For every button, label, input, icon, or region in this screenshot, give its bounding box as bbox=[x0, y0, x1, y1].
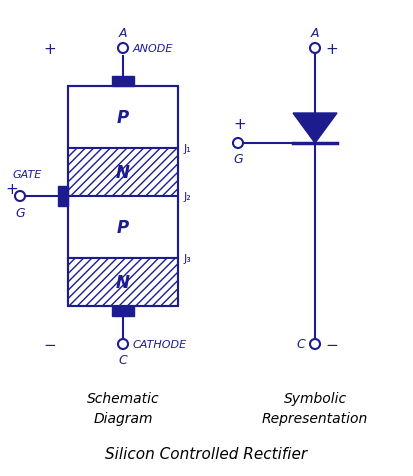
Text: Schematic
Diagram: Schematic Diagram bbox=[87, 391, 159, 426]
Bar bbox=[68, 197, 178, 258]
Text: +: + bbox=[325, 41, 338, 56]
Text: +: + bbox=[6, 181, 18, 196]
Text: CATHODE: CATHODE bbox=[133, 339, 187, 349]
Text: A: A bbox=[311, 27, 319, 40]
Text: C: C bbox=[296, 338, 305, 351]
Text: Silicon Controlled Rectifier: Silicon Controlled Rectifier bbox=[105, 446, 307, 462]
Bar bbox=[112, 307, 134, 317]
Bar bbox=[68, 258, 178, 307]
Text: N: N bbox=[116, 273, 130, 291]
Bar bbox=[112, 77, 134, 87]
Text: Symbolic
Representation: Symbolic Representation bbox=[262, 391, 368, 426]
Text: −: − bbox=[44, 337, 57, 352]
Text: J₁: J₁ bbox=[184, 144, 192, 154]
Text: ANODE: ANODE bbox=[133, 44, 173, 54]
Bar bbox=[68, 87, 178, 307]
Bar bbox=[68, 87, 178, 149]
Text: C: C bbox=[119, 353, 127, 366]
Text: +: + bbox=[44, 41, 57, 56]
Bar bbox=[68, 149, 178, 197]
Text: N: N bbox=[116, 164, 130, 182]
Bar bbox=[58, 187, 68, 207]
Text: A: A bbox=[119, 27, 127, 40]
Bar bbox=[68, 149, 178, 197]
Text: J₃: J₃ bbox=[184, 253, 192, 263]
Text: J₂: J₂ bbox=[184, 192, 192, 201]
Polygon shape bbox=[293, 114, 337, 144]
Text: G: G bbox=[233, 153, 243, 166]
Text: P: P bbox=[117, 218, 129, 237]
Text: −: − bbox=[325, 337, 338, 352]
Bar bbox=[68, 258, 178, 307]
Text: P: P bbox=[117, 109, 129, 127]
Text: GATE: GATE bbox=[12, 169, 41, 179]
Text: +: + bbox=[234, 117, 247, 132]
Text: G: G bbox=[15, 207, 25, 219]
